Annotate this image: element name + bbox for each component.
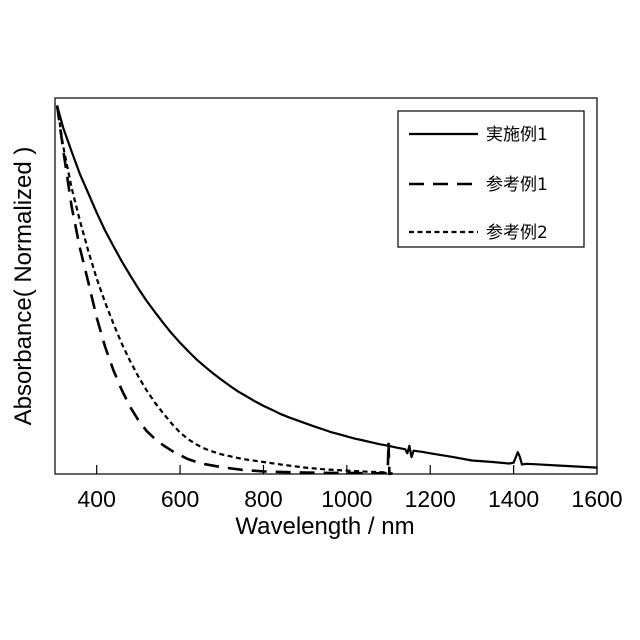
x-tick-label: 1400 <box>488 486 539 512</box>
series-line-3 <box>57 106 388 473</box>
x-axis-title: Wavelength / nm <box>235 513 414 540</box>
legend-label-1: 実施例1 <box>486 125 548 145</box>
y-axis-title: Absorbance( Normalized ) <box>10 147 37 426</box>
legend-label-2: 参考例1 <box>486 175 548 195</box>
series-line-2 <box>57 106 393 475</box>
x-tick-label: 1600 <box>571 486 622 512</box>
x-tick-label: 1200 <box>405 486 456 512</box>
x-tick-label: 600 <box>161 486 199 512</box>
x-tick-label: 1000 <box>321 486 372 512</box>
legend-label-3: 参考例2 <box>486 223 548 243</box>
legend: 実施例1 参考例1 参考例2 <box>398 111 584 247</box>
x-tick-label: 400 <box>78 486 116 512</box>
x-tick-label: 800 <box>244 486 282 512</box>
